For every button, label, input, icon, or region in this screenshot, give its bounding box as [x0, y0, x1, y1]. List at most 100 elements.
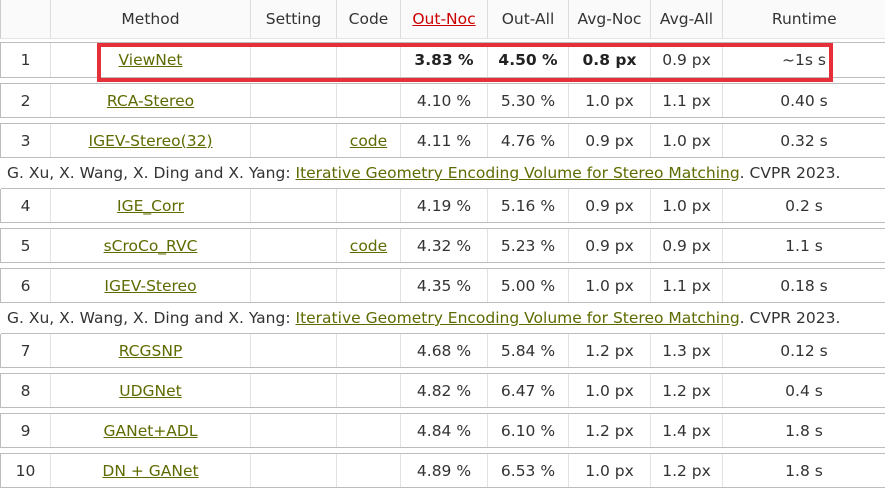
results-table: Method Setting Code Out-Noc Out-All Avg-…	[0, 0, 885, 488]
table-row: 9 GANet+ADL 4.84 % 6.10 % 1.2 px 1.4 px …	[0, 413, 885, 448]
avg-all-cell: 0.9 px	[650, 42, 723, 78]
paper-link[interactable]: Iterative Geometry Encoding Volume for S…	[295, 309, 740, 327]
method-link[interactable]: IGEV-Stereo(32)	[88, 131, 213, 150]
citation-authors: G. Xu, X. Wang, X. Ding and X. Yang:	[7, 164, 296, 182]
avg-all-cell: 1.2 px	[650, 373, 723, 408]
table-row: 1 ViewNet 3.83 % 4.50 % 0.8 px 0.9 px ~1…	[0, 42, 885, 78]
avg-noc-cell: 1.2 px	[568, 333, 651, 368]
header-avg-all[interactable]: Avg-All	[650, 0, 723, 39]
method-cell: IGEV-Stereo(32)	[50, 123, 251, 158]
rank-cell: 8	[0, 373, 51, 408]
avg-all-cell: 1.2 px	[650, 453, 723, 488]
method-cell: ViewNet	[50, 42, 251, 78]
out-all-cell: 4.76 %	[487, 123, 569, 158]
method-link[interactable]: RCGSNP	[118, 341, 183, 360]
runtime-cell: 0.18 s	[722, 268, 885, 303]
rank-cell: 10	[0, 453, 51, 488]
out-all-cell: 5.00 %	[487, 268, 569, 303]
runtime-cell: 0.12 s	[722, 333, 885, 368]
table-row: 7 RCGSNP 4.68 % 5.84 % 1.2 px 1.3 px 0.1…	[0, 333, 885, 368]
out-all-cell: 5.84 %	[487, 333, 569, 368]
runtime-cell: 1.8 s	[722, 413, 885, 448]
avg-all-cell: 1.0 px	[650, 123, 723, 158]
setting-cell	[250, 83, 337, 118]
rank-cell: 6	[0, 268, 51, 303]
method-cell: GANet+ADL	[50, 413, 251, 448]
setting-cell	[250, 123, 337, 158]
setting-cell	[250, 333, 337, 368]
avg-all-cell: 1.1 px	[650, 268, 723, 303]
out-all-cell: 6.47 %	[487, 373, 569, 408]
method-link[interactable]: RCA-Stereo	[106, 91, 195, 110]
avg-all-cell: 1.3 px	[650, 333, 723, 368]
out-all-cell: 6.10 %	[487, 413, 569, 448]
method-link[interactable]: DN + GANet	[102, 461, 199, 480]
code-cell	[336, 453, 401, 488]
setting-cell	[250, 42, 337, 78]
citation-row: G. Xu, X. Wang, X. Ding and X. Yang: Ite…	[0, 302, 885, 334]
code-cell	[336, 333, 401, 368]
setting-cell	[250, 413, 337, 448]
avg-all-cell: 0.9 px	[650, 228, 723, 263]
table-row: 8 UDGNet 4.82 % 6.47 % 1.0 px 1.2 px 0.4…	[0, 373, 885, 408]
code-link[interactable]: code	[349, 236, 388, 255]
header-code[interactable]: Code	[336, 0, 401, 39]
method-cell: RCA-Stereo	[50, 83, 251, 118]
out-noc-cell: 4.32 %	[400, 228, 488, 263]
setting-cell	[250, 188, 337, 223]
runtime-cell: 1.8 s	[722, 453, 885, 488]
header-method[interactable]: Method	[50, 0, 251, 39]
citation-venue: . CVPR 2023.	[739, 164, 841, 182]
method-link[interactable]: IGE_Corr	[117, 196, 184, 215]
header-avg-noc[interactable]: Avg-Noc	[568, 0, 651, 39]
out-noc-cell: 4.89 %	[400, 453, 488, 488]
setting-cell	[250, 268, 337, 303]
out-all-cell: 6.53 %	[487, 453, 569, 488]
code-cell: code	[336, 228, 401, 263]
rank-cell: 3	[0, 123, 51, 158]
method-cell: IGEV-Stereo	[50, 268, 251, 303]
rank-cell: 5	[0, 228, 51, 263]
method-link[interactable]: GANet+ADL	[103, 421, 198, 440]
method-cell: IGE_Corr	[50, 188, 251, 223]
header-out-all[interactable]: Out-All	[487, 0, 569, 39]
rank-cell: 9	[0, 413, 51, 448]
out-noc-cell: 3.83 %	[400, 42, 488, 78]
out-noc-cell: 4.10 %	[400, 83, 488, 118]
method-link[interactable]: sCroCo_RVC	[103, 236, 198, 255]
header-out-noc[interactable]: Out-Noc	[400, 0, 488, 39]
code-cell	[336, 373, 401, 408]
method-link[interactable]: IGEV-Stereo	[104, 276, 197, 295]
avg-noc-cell: 0.9 px	[568, 188, 651, 223]
paper-link[interactable]: Iterative Geometry Encoding Volume for S…	[295, 164, 740, 182]
rank-cell: 4	[0, 188, 51, 223]
table-row: 6 IGEV-Stereo 4.35 % 5.00 % 1.0 px 1.1 p…	[0, 268, 885, 303]
method-link[interactable]: ViewNet	[118, 51, 183, 69]
out-all-cell: 4.50 %	[487, 42, 569, 78]
code-cell	[336, 42, 401, 78]
runtime-cell: ~1s s	[722, 42, 885, 78]
method-cell: sCroCo_RVC	[50, 228, 251, 263]
table-row: 2 RCA-Stereo 4.10 % 5.30 % 1.0 px 1.1 px…	[0, 83, 885, 118]
header-out-noc-label[interactable]: Out-Noc	[412, 10, 476, 28]
avg-all-cell: 1.4 px	[650, 413, 723, 448]
out-noc-cell: 4.84 %	[400, 413, 488, 448]
runtime-cell: 0.2 s	[722, 188, 885, 223]
avg-all-cell: 1.1 px	[650, 83, 723, 118]
avg-noc-cell: 0.9 px	[568, 123, 651, 158]
avg-noc-cell: 1.0 px	[568, 83, 651, 118]
out-all-cell: 5.30 %	[487, 83, 569, 118]
method-cell: DN + GANet	[50, 453, 251, 488]
table-row: 3 IGEV-Stereo(32) code 4.11 % 4.76 % 0.9…	[0, 123, 885, 158]
out-noc-cell: 4.11 %	[400, 123, 488, 158]
out-noc-cell: 4.68 %	[400, 333, 488, 368]
method-link[interactable]: UDGNet	[119, 381, 182, 400]
header-runtime[interactable]: Runtime	[722, 0, 885, 39]
out-noc-cell: 4.82 %	[400, 373, 488, 408]
setting-cell	[250, 373, 337, 408]
method-cell: RCGSNP	[50, 333, 251, 368]
runtime-cell: 1.1 s	[722, 228, 885, 263]
header-setting[interactable]: Setting	[250, 0, 337, 39]
code-cell	[336, 188, 401, 223]
code-link[interactable]: code	[349, 131, 388, 150]
